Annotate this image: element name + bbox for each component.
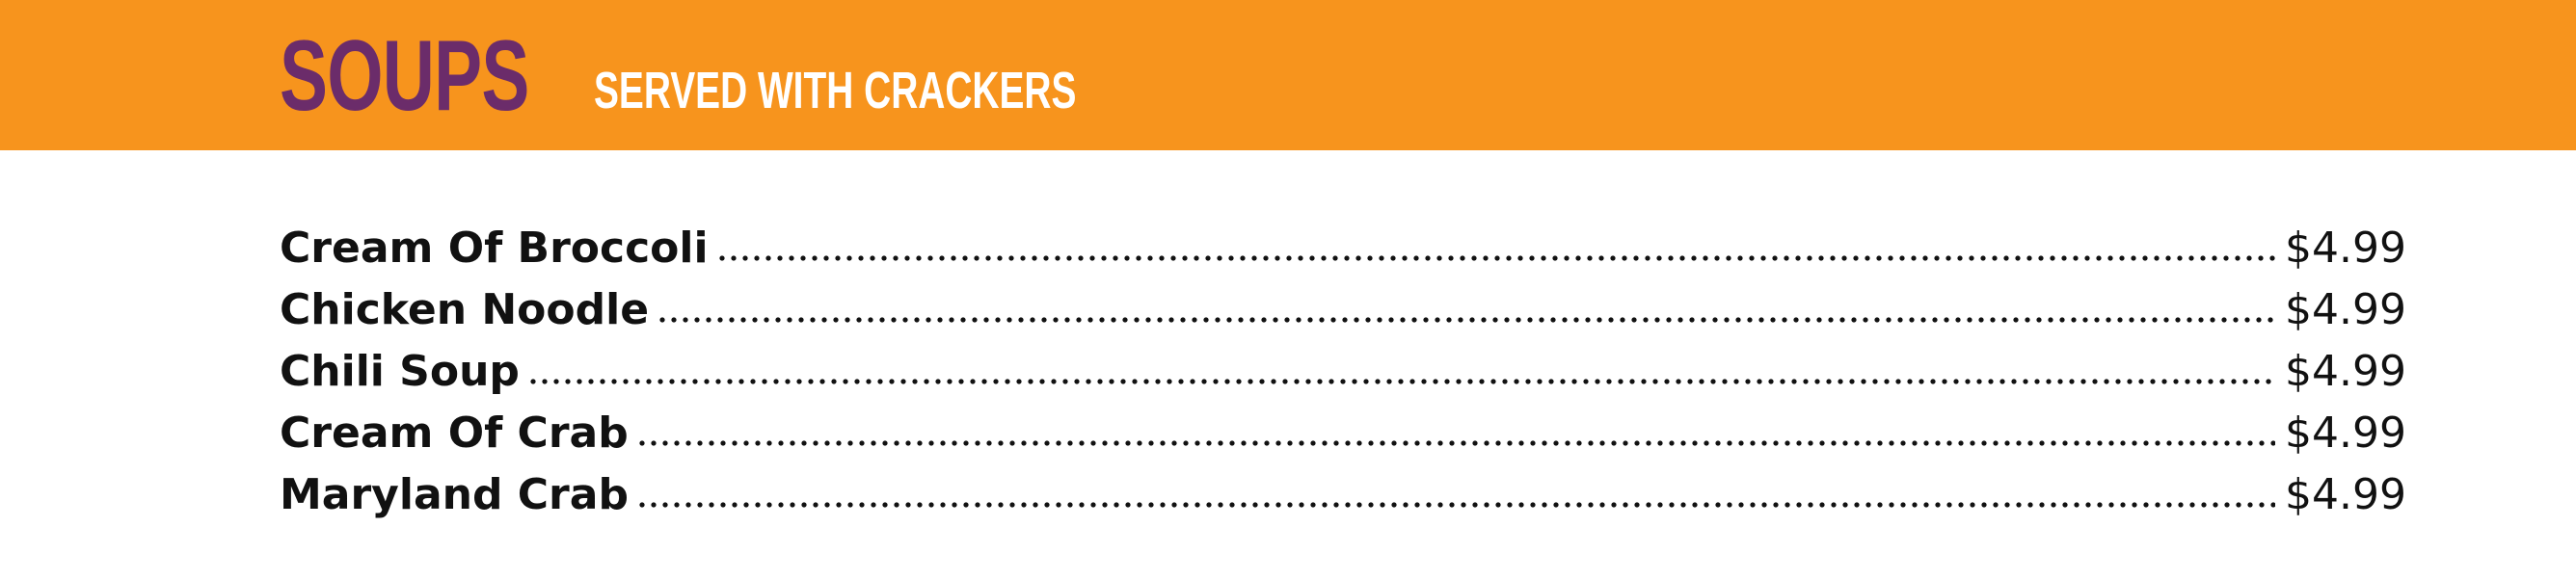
menu-item: Cream Of Crab $4.99 <box>280 399 2406 461</box>
menu-item-name: Chicken Noodle <box>280 283 657 337</box>
dot-leader <box>715 252 2276 264</box>
menu-item-name: Cream Of Crab <box>280 407 636 461</box>
dot-leader <box>635 437 2276 449</box>
dot-leader <box>657 314 2276 326</box>
menu-item: Chili Soup $4.99 <box>280 337 2406 399</box>
menu-item-price: $4.99 <box>2285 409 2406 458</box>
section-subtitle: SERVED WITH CRACKERS <box>594 62 1077 119</box>
section-title: SOUPS <box>280 20 529 132</box>
menu-item-price: $4.99 <box>2285 224 2406 273</box>
menu-item-name: Cream Of Broccoli <box>280 222 716 276</box>
menu-item: Chicken Noodle $4.99 <box>280 276 2406 337</box>
menu-item-price: $4.99 <box>2285 470 2406 519</box>
dot-leader <box>635 499 2276 511</box>
dot-leader <box>526 376 2276 387</box>
menu-item-price: $4.99 <box>2285 285 2406 334</box>
menu-list: Cream Of Broccoli $4.99 Chicken Noodle $… <box>280 214 2406 522</box>
menu-item: Maryland Crab $4.99 <box>280 461 2406 522</box>
menu-item-name: Chili Soup <box>280 345 527 399</box>
menu-item-price: $4.99 <box>2285 347 2406 396</box>
menu-item-name: Maryland Crab <box>280 468 636 522</box>
section-header-bar: SOUPS SERVED WITH CRACKERS <box>0 0 2576 150</box>
menu-item: Cream Of Broccoli $4.99 <box>280 214 2406 276</box>
